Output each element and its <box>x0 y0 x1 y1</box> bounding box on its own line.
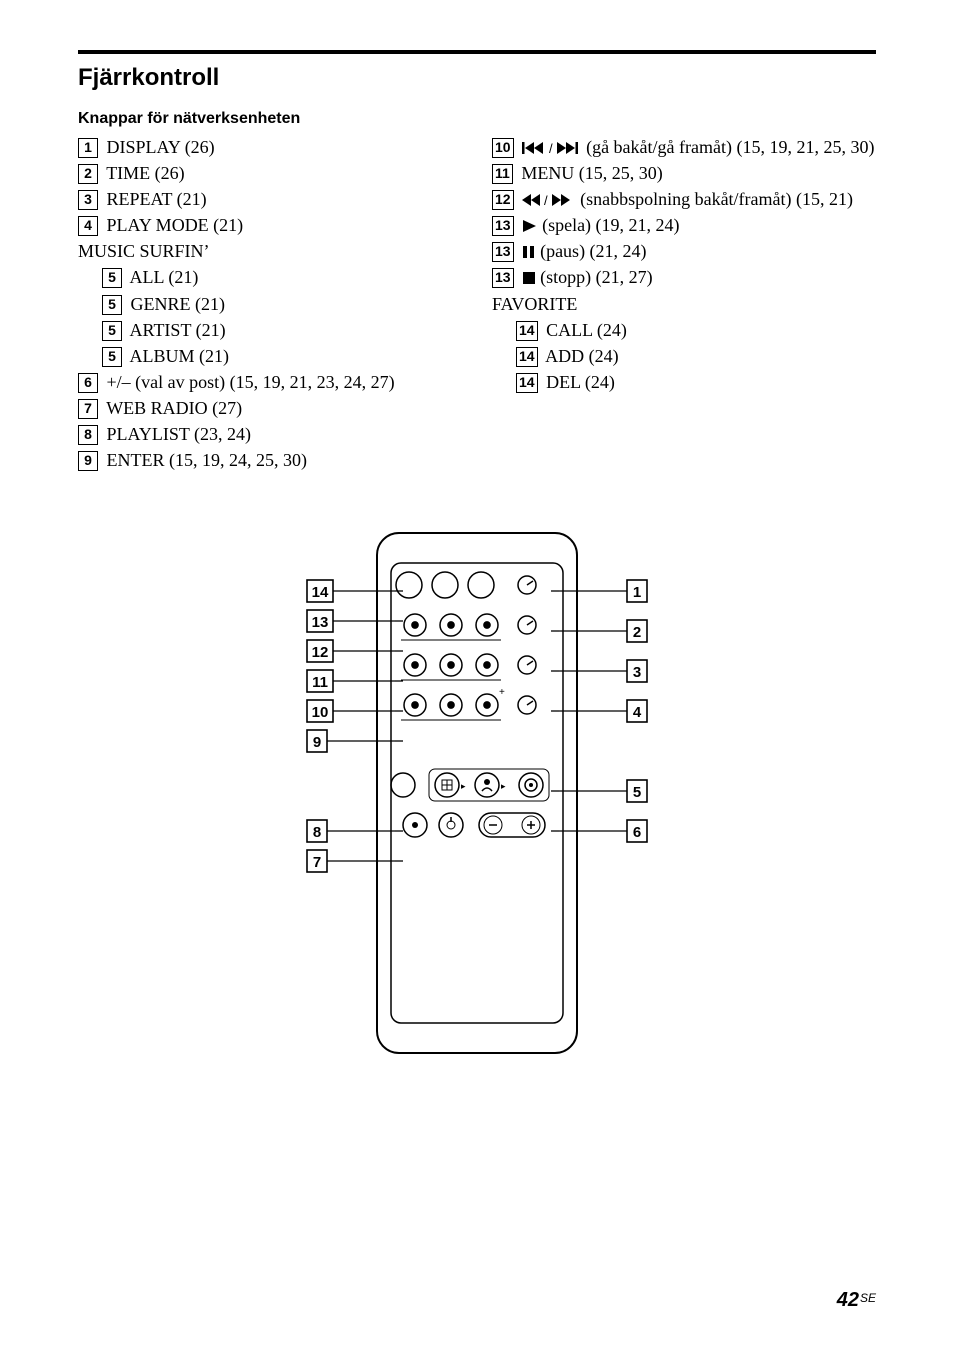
number-box: 2 <box>78 164 98 184</box>
page-number-value: 42 <box>837 1289 859 1311</box>
svg-text:12: 12 <box>312 644 329 661</box>
svg-text:3: 3 <box>633 664 641 681</box>
item-text: (spela) (19, 21, 24) <box>542 215 679 235</box>
item-text: WEB RADIO (27) <box>106 398 242 418</box>
svg-text:7: 7 <box>313 854 321 871</box>
list-item: 2 TIME (26) <box>78 160 462 186</box>
number-box: 5 <box>102 295 122 315</box>
svg-text:8: 8 <box>313 824 321 841</box>
item-text: ALBUM (21) <box>130 346 230 366</box>
number-box: 5 <box>102 347 122 367</box>
item-text: PLAY MODE (21) <box>107 215 244 235</box>
number-box: 10 <box>492 138 514 158</box>
item-text: (paus) (21, 24) <box>540 241 646 261</box>
list-item: 14 CALL (24) <box>492 317 876 343</box>
svg-text:6: 6 <box>633 824 641 841</box>
svg-text:11: 11 <box>312 674 328 691</box>
number-box: 3 <box>78 190 98 210</box>
svg-text:14: 14 <box>312 584 329 601</box>
list-item: 13 (paus) (21, 24) <box>492 238 876 264</box>
item-text: (snabbspolning bakåt/framåt) (15, 21) <box>580 189 853 209</box>
svg-text:▸: ▸ <box>461 781 466 791</box>
list-item: 11 MENU (15, 25, 30) <box>492 160 876 186</box>
item-text: (stopp) (21, 27) <box>540 267 652 287</box>
list-item: 1 DISPLAY (26) <box>78 134 462 160</box>
list-item: 8 PLAYLIST (23, 24) <box>78 421 462 447</box>
list-item: 5 ALL (21) <box>78 264 462 290</box>
svg-text:1: 1 <box>633 584 641 601</box>
number-box: 13 <box>492 216 514 236</box>
svg-text:▸: ▸ <box>501 781 506 791</box>
number-box: 7 <box>78 399 98 419</box>
svg-text:5: 5 <box>633 784 641 801</box>
number-box: 12 <box>492 190 514 210</box>
item-text: GENRE (21) <box>131 294 225 314</box>
item-text: ARTIST (21) <box>130 320 226 340</box>
svg-text:+: + <box>499 687 505 698</box>
number-box: 13 <box>492 242 514 262</box>
item-text: PLAYLIST (23, 24) <box>107 424 252 444</box>
svg-text:4: 4 <box>633 704 642 721</box>
list-item: 12 / (snabbspolning bakåt/framåt) (15, 21… <box>492 186 876 212</box>
item-text: TIME (26) <box>106 163 184 183</box>
list-item: 7 WEB RADIO (27) <box>78 395 462 421</box>
list-item: 13 (spela) (19, 21, 24) <box>492 212 876 238</box>
number-box: 14 <box>516 347 538 367</box>
number-box: 13 <box>492 268 514 288</box>
number-box: 14 <box>516 373 538 393</box>
number-box: 5 <box>102 321 122 341</box>
item-text: ENTER (15, 19, 24, 25, 30) <box>107 450 307 470</box>
list-item: FAVORITE <box>492 291 876 317</box>
number-box: 1 <box>78 138 98 158</box>
list-item: 14 DEL (24) <box>492 369 876 395</box>
number-box: 8 <box>78 425 98 445</box>
svg-text:13: 13 <box>312 614 329 631</box>
svg-text:/: / <box>544 193 548 207</box>
list-item: 10 / (gå bakåt/gå framåt) (15, 19, 21, 25… <box>492 134 876 160</box>
page-number: 42SE <box>837 1289 876 1312</box>
number-box: 14 <box>516 321 538 341</box>
number-box: 9 <box>78 451 98 471</box>
list-item: 6 +/– (val av post) (15, 19, 21, 23, 24,… <box>78 369 462 395</box>
number-box: 6 <box>78 373 98 393</box>
svg-text:/: / <box>549 141 553 155</box>
text-columns: 1 DISPLAY (26)2 TIME (26)3 REPEAT (21)4 … <box>78 134 876 473</box>
list-item: 14 ADD (24) <box>492 343 876 369</box>
list-item: 5 ALBUM (21) <box>78 343 462 369</box>
page-number-suffix: SE <box>860 1291 876 1305</box>
svg-text:10: 10 <box>312 704 329 721</box>
right-column: 10 / (gå bakåt/gå framåt) (15, 19, 21, 25… <box>492 134 876 473</box>
svg-text:2: 2 <box>633 624 641 641</box>
item-text: DISPLAY (26) <box>107 137 215 157</box>
number-box: 11 <box>492 164 513 184</box>
item-text: ADD (24) <box>545 346 619 366</box>
number-box: 4 <box>78 216 98 236</box>
item-text: +/– (val av post) (15, 19, 21, 23, 24, 2… <box>107 372 395 392</box>
item-text: DEL (24) <box>546 372 615 392</box>
item-text: MENU (15, 25, 30) <box>521 163 663 183</box>
number-box: 5 <box>102 268 122 288</box>
list-item: 5 ARTIST (21) <box>78 317 462 343</box>
remote-diagram-wrap: +▸▸1413121110987123456 <box>78 523 876 1063</box>
section-title: Fjärrkontroll <box>78 64 876 92</box>
list-item: 4 PLAY MODE (21) <box>78 212 462 238</box>
list-item: 13 (stopp) (21, 27) <box>492 264 876 290</box>
item-text: (gå bakåt/gå framåt) (15, 19, 21, 25, 30… <box>586 137 874 157</box>
remote-diagram: +▸▸1413121110987123456 <box>287 523 667 1063</box>
item-text: CALL (24) <box>546 320 627 340</box>
list-item: 3 REPEAT (21) <box>78 186 462 212</box>
item-text: ALL (21) <box>130 267 199 287</box>
section-subtitle: Knappar för nätverksenheten <box>78 110 876 128</box>
item-text: REPEAT (21) <box>107 189 207 209</box>
left-column: 1 DISPLAY (26)2 TIME (26)3 REPEAT (21)4 … <box>78 134 462 473</box>
svg-text:9: 9 <box>313 734 321 751</box>
top-rule <box>78 50 876 54</box>
list-item: 9 ENTER (15, 19, 24, 25, 30) <box>78 447 462 473</box>
list-item: MUSIC SURFIN’ <box>78 238 462 264</box>
list-item: 5 GENRE (21) <box>78 291 462 317</box>
